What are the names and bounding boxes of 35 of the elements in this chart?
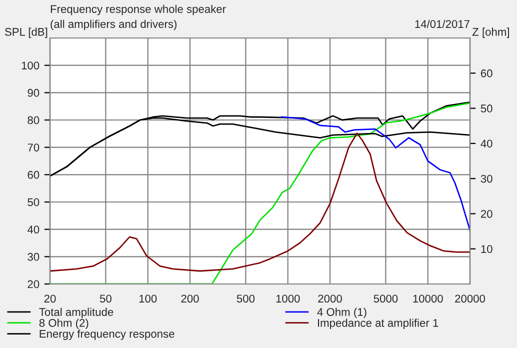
y-tick-label: 90: [28, 88, 40, 97]
chart-title: Frequency response whole speaker: [50, 4, 226, 16]
y-tick-label: 40: [27, 226, 40, 234]
y-tick-label: 60: [28, 170, 40, 179]
y-tick-label: 50: [28, 198, 40, 206]
y2-tick-label: 20: [480, 210, 492, 218]
x-tick-label: 100: [139, 294, 157, 303]
legend-label: Energy frequency response: [40, 330, 174, 340]
y-tick-label: 70: [28, 144, 40, 152]
x-tick-label: 50: [100, 294, 112, 303]
x-tick-label: 20: [44, 294, 56, 303]
y-axis-title: SPL [dB]: [4, 28, 48, 38]
text: 14/01/2017: [415, 20, 470, 28]
y2-tick-label: 30: [480, 174, 492, 183]
y2-axis-title: Z [ohm]: [472, 28, 509, 38]
legend-label: 8 Ohm (2): [39, 318, 88, 330]
y-tick-label: 30: [28, 252, 40, 261]
y2-tick-label: 10: [481, 245, 492, 253]
y2-tick-label: 60: [480, 69, 492, 78]
y-tick-label: 80: [28, 116, 40, 124]
legend-label: Impedance at amplifier 1: [318, 318, 438, 330]
chart-subtitle: (all amplifiers and drivers): [50, 20, 177, 30]
y2-tick-label: 40: [480, 140, 492, 148]
legend-label: Total amplitude: [39, 308, 114, 318]
x-tick-label: 2000: [318, 294, 342, 303]
x-tick-label: 5000: [374, 294, 398, 303]
x-tick-label: 1000: [276, 294, 300, 303]
x-tick-label: 500: [236, 294, 255, 303]
x-tick-label: 10000: [413, 294, 443, 303]
x-tick-label: 200: [181, 294, 199, 303]
legend-label: 4 Ohm (1): [317, 308, 366, 318]
y2-tick-label: 50: [480, 104, 492, 112]
y-tick-label: 100: [22, 62, 40, 70]
y-tick-label: 20: [28, 280, 40, 288]
x-tick-label: 20000: [455, 294, 486, 303]
